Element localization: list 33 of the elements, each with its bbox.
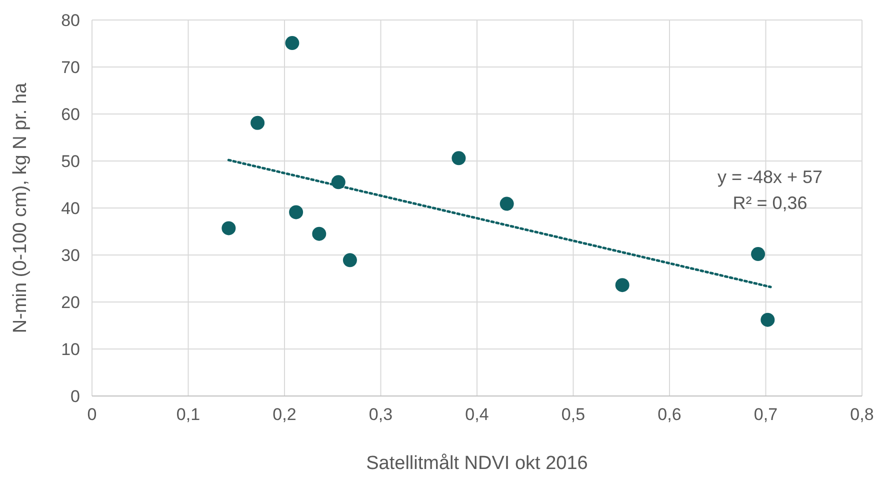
- point: [285, 36, 300, 50]
- point: [312, 226, 326, 241]
- x-tick-label: 0,6: [658, 405, 682, 424]
- y-tick-label: 50: [61, 152, 80, 171]
- y-tick-label: 80: [61, 11, 80, 30]
- x-tick-label: 0,8: [850, 405, 874, 424]
- point: [760, 312, 775, 327]
- x-tick-label: 0,2: [272, 405, 296, 424]
- x-tick-label: 0,3: [368, 405, 393, 424]
- x-axis-title: Satellitmålt NDVI okt 2016: [366, 453, 588, 474]
- point: [615, 278, 630, 292]
- x-tick-label: 0,4: [465, 405, 489, 424]
- point: [222, 221, 236, 236]
- point: [452, 151, 466, 166]
- annotation: R² = 0,36: [732, 193, 808, 213]
- x-tick-label: 0,7: [754, 405, 778, 424]
- y-tick-label: 20: [61, 293, 80, 312]
- x-tick-label: 0,1: [176, 405, 200, 424]
- y-tick-label: 10: [61, 340, 80, 359]
- x-tick-label: 0,5: [561, 405, 586, 424]
- y-tick-label: 70: [61, 58, 80, 77]
- point: [751, 247, 766, 262]
- y-axis-title: N-min (0-100 cm), kg N pr. ha: [10, 82, 31, 334]
- point: [500, 196, 514, 211]
- annotation: y = -48x + 57: [717, 167, 823, 187]
- y-tick-label: 60: [61, 105, 80, 124]
- y-tick-label: 40: [61, 199, 80, 218]
- point: [342, 253, 357, 268]
- y-tick-label: 30: [61, 246, 80, 265]
- point: [289, 205, 304, 220]
- y-tick-label: 0: [70, 387, 80, 406]
- x-tick-label: 0: [87, 405, 97, 424]
- point: [250, 116, 265, 130]
